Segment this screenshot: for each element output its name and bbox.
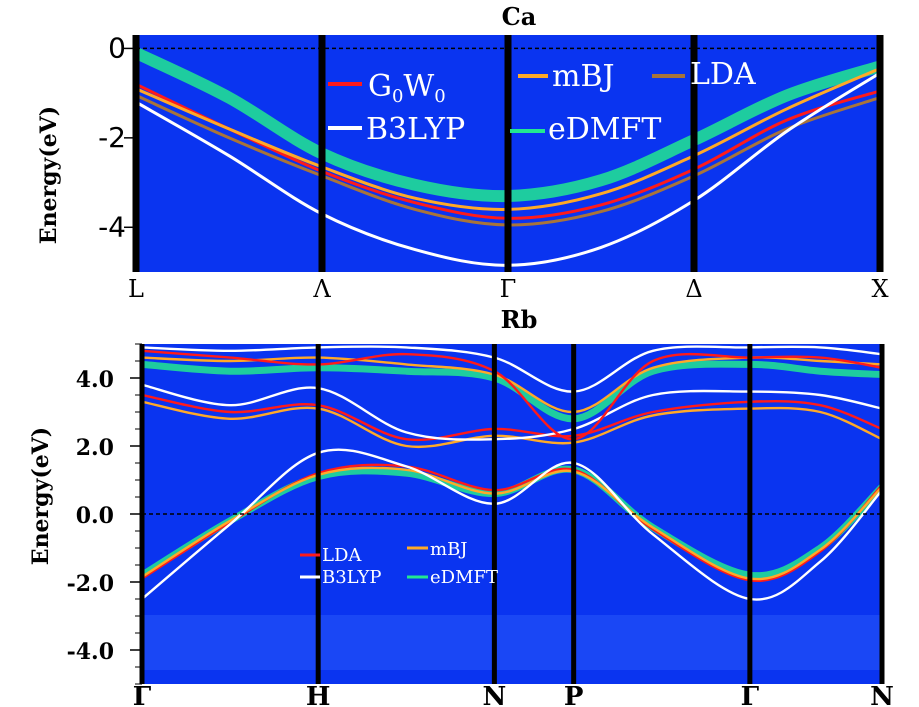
rb-series-edmft-7	[142, 360, 882, 423]
rb-ytick-label-2: 0.0	[76, 503, 114, 529]
ca-kpoint-line-4	[876, 35, 884, 272]
rb-ytick-label-1: 2.0	[76, 435, 114, 461]
ca-kpoint-lines	[132, 35, 884, 272]
rb-y-ticks: 4.0 2.0 0.0 -2.0 -4.0	[67, 343, 143, 685]
rb-series-b3lyp-10	[142, 345, 882, 393]
rb-xtick-label-3: P	[564, 682, 584, 707]
ca-xtick-label-1: Λ	[312, 275, 331, 303]
ca-kpoint-line-3	[690, 35, 698, 272]
ca-kpoint-line-1	[318, 35, 326, 272]
ca-legend-lda-label: LDA	[690, 57, 756, 92]
rb-core-state-glow	[142, 615, 882, 670]
rb-xtick-label-0: Γ	[133, 682, 152, 707]
rb-xtick-label-4: Γ	[741, 682, 760, 707]
rb-series-b3lyp-3	[142, 448, 882, 601]
rb-legend-edmft-label: eDMFT	[430, 567, 498, 588]
ca-kpoint-line-2	[504, 35, 512, 272]
ca-legend-g0w0-label: G0W0	[368, 69, 446, 107]
ca-legend: G0W0 mBJ LDA B3LYP eDMFT	[328, 57, 756, 147]
rb-legend-b3lyp-label: B3LYP	[322, 567, 381, 588]
rb-title: Rb	[501, 305, 538, 334]
ca-kpoint-line-0	[132, 35, 140, 272]
ca-xtick-label-0: L	[128, 275, 144, 303]
rb-series-lda-4	[142, 393, 882, 442]
rb-xtick-label-1: H	[306, 682, 331, 707]
rb-kpoint-line-5	[879, 344, 885, 684]
rb-legend: LDA mBJ B3LYP eDMFT	[300, 539, 498, 588]
ca-legend-b3lyp-label: B3LYP	[366, 112, 465, 147]
rb-series-group	[142, 345, 882, 601]
rb-series-lda-9	[142, 349, 882, 441]
rb-ytick-label-4: -4.0	[67, 639, 114, 665]
ca-y-axis-label: Energy(eV)	[36, 106, 62, 244]
rb-kpoint-line-3	[571, 344, 577, 684]
rb-xtick-label-2: N	[482, 682, 506, 707]
rb-ytick-label-0: 4.0	[76, 367, 114, 393]
ca-title: Ca	[502, 2, 537, 31]
rb-series-b3lyp-6	[142, 383, 882, 441]
rb-y-axis-label: Energy(eV)	[28, 427, 54, 565]
ca-xtick-label-2: Γ	[500, 275, 517, 303]
ca-ytick-label-1: -2	[98, 121, 126, 154]
ca-ytick-label-0: 0	[108, 31, 126, 64]
ca-legend-mbj-label: mBJ	[552, 59, 615, 94]
ca-xtick-label-3: Δ	[685, 275, 702, 303]
rb-ytick-label-3: -2.0	[67, 571, 114, 597]
rb-kpoint-line-4	[747, 344, 753, 684]
ca-ytick-label-2: -4	[98, 210, 126, 243]
ca-xtick-label-4: X	[871, 275, 888, 303]
ca-y-ticks: 0 -2 -4	[98, 31, 136, 243]
rb-xtick-label-5: N	[870, 682, 894, 707]
rb-legend-lda-label: LDA	[322, 545, 362, 566]
rb-legend-mbj-label: mBJ	[430, 539, 468, 560]
ca-legend-edmft-label: eDMFT	[548, 112, 661, 147]
